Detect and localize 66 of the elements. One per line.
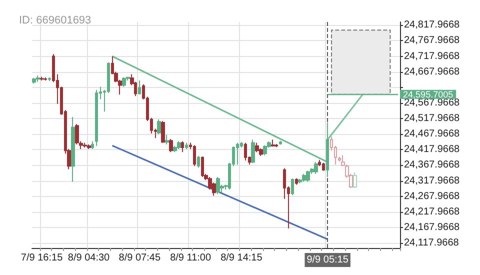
candlestick [295,178,298,186]
candlestick [338,156,341,162]
candlestick [216,176,220,195]
chart-title: ID: 669601693 [19,14,92,26]
candlestick [165,134,169,145]
x-tick-label: 9/9 05:15 [306,254,349,266]
x-tick-label: 7/9 16:15 [20,252,64,264]
ref-line-label: 24,595.7005 [403,89,454,100]
candlestick [173,145,177,153]
y-tick-label: 24,417.9668 [404,144,460,156]
candlestick [32,78,36,84]
y-tick-label: 24,267.9668 [404,190,460,202]
candlestick [271,139,275,148]
candlestick [91,140,94,150]
candlestick [75,124,79,145]
candlestick [306,170,310,182]
candlestick [314,162,318,174]
x-tick-label: 8/9 04:30 [68,252,110,264]
candlestick [353,172,357,188]
y-tick-label: 24,667.9668 [404,66,460,78]
candlestick [83,142,87,148]
y-tick-label: 24,767.9668 [404,35,460,46]
candlestick [275,144,278,148]
candlestick [298,178,302,184]
candlestick [291,178,294,196]
candlestick [302,173,306,182]
candlestick [157,118,161,135]
candlestick [161,120,165,144]
candlestick [44,76,47,82]
x-tick-label: 8/9 11:00 [170,252,212,264]
candlestick [236,142,239,166]
candlestick [279,140,282,146]
y-tick-label: 24,367.9668 [404,160,460,171]
y-tick-label: 24,517.9668 [404,113,460,124]
candlestick [87,144,91,150]
y-tick-label: 24,317.9668 [404,175,460,186]
candlestick [244,142,247,162]
candlestick [36,75,40,82]
y-tick-label: 24,167.9668 [404,222,460,233]
candlestick [185,142,188,150]
candlestick [122,76,126,88]
candlestick [138,80,141,96]
y-tick-label: 24,817.9668 [404,20,460,31]
y-tick-label: 24,217.9668 [404,206,460,218]
candlestick [201,156,204,178]
y-tick-label: 24,467.9668 [404,128,460,140]
candlestick [263,144,267,156]
candlestick [197,155,200,168]
candlestick [251,139,255,164]
candlestick [169,138,173,153]
candlestick [322,162,325,172]
x-tick-label: 8/9 14:15 [220,252,263,264]
candlestick [255,142,259,153]
y-tick-label: 24,117.9668 [404,238,460,249]
y-tick-label: 24,567.9668 [404,97,460,108]
y-tick-label: 24,717.9668 [404,50,460,62]
x-tick-label: 8/9 07:45 [118,252,161,264]
candlestick [95,89,98,146]
candlestick [181,140,184,153]
candlestick [326,122,329,178]
candlestick [40,76,44,82]
candlestick [193,144,196,167]
candlestick [318,159,321,167]
candlestick [48,76,51,82]
candlestick [177,140,181,150]
candlestick [71,116,75,182]
